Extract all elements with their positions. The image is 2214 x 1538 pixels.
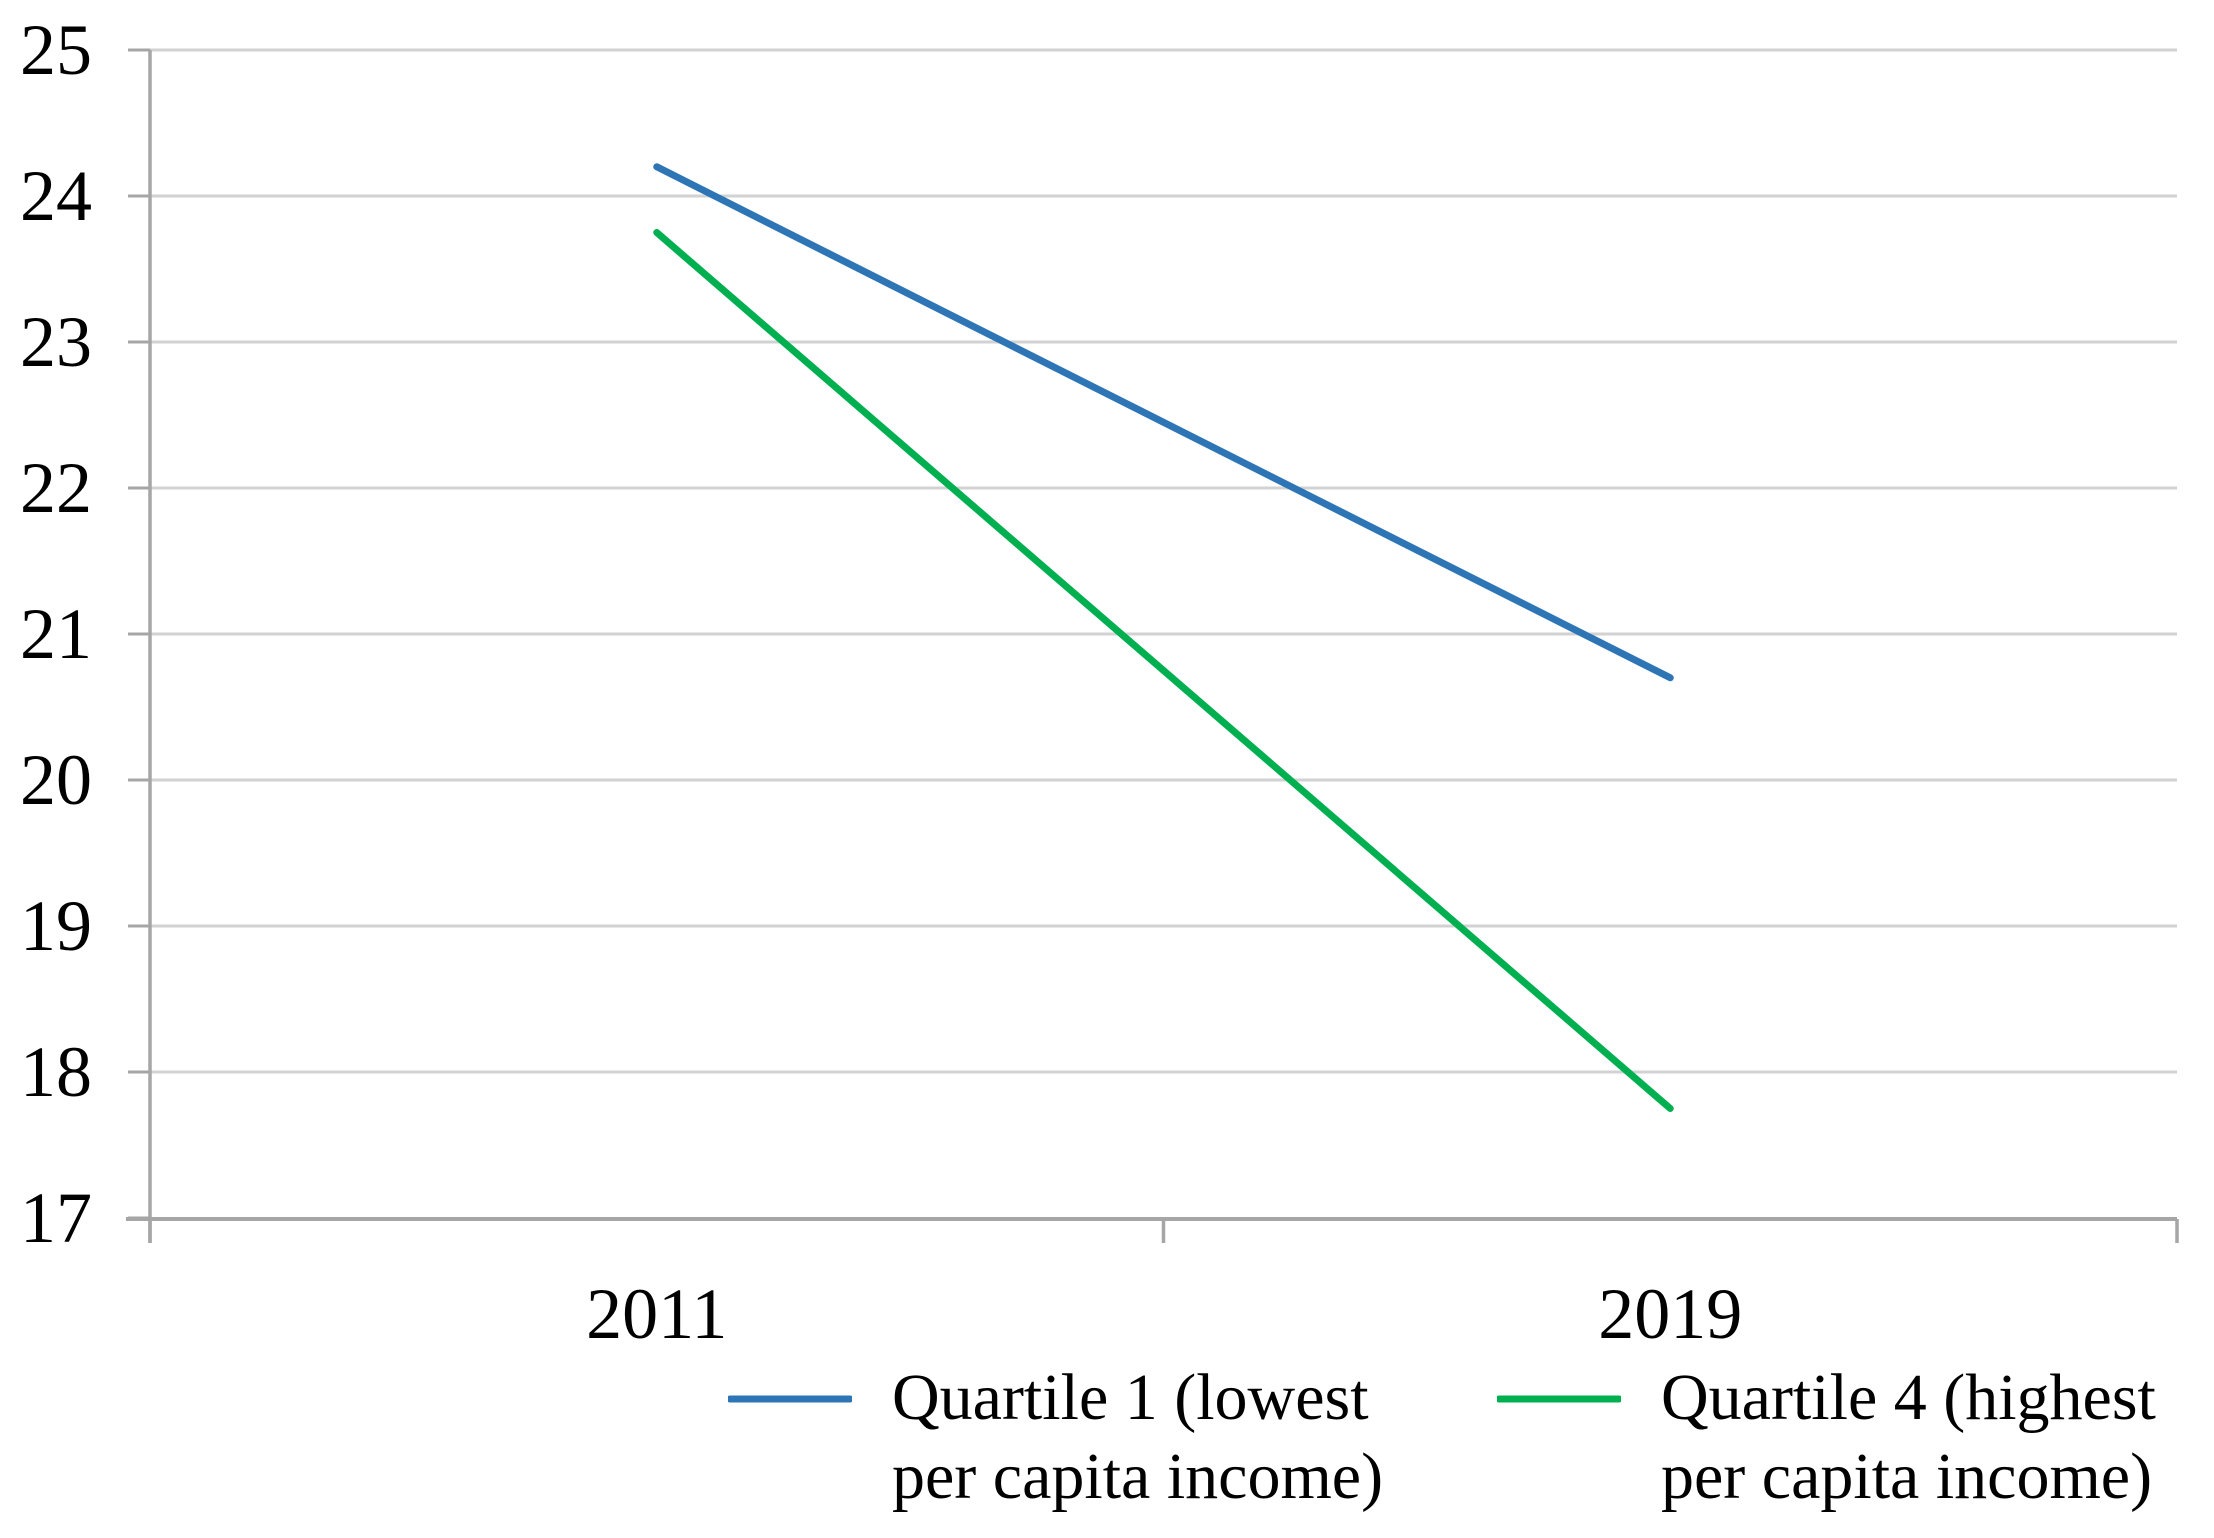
legend-swatch-quartile-4-icon — [1497, 1395, 1621, 1403]
y-axis-tick-label: 22 — [20, 448, 92, 528]
legend-label-line: per capita income) — [1661, 1440, 2153, 1513]
legend-label-line: per capita income) — [892, 1440, 1384, 1513]
y-axis-tick-label: 25 — [20, 10, 92, 90]
series-line-quartile-1 — [653, 163, 1674, 682]
x-axis-tick-label: 2011 — [586, 1274, 727, 1354]
legend-label-line: Quartile 1 (lowest — [892, 1361, 1369, 1434]
legend-item-quartile-1: Quartile 1 (lowest per capita income) — [728, 1358, 1383, 1516]
y-axis-tick-label: 20 — [20, 740, 92, 820]
y-axis-tick-label: 21 — [20, 594, 92, 674]
legend-label-quartile-4: Quartile 4 (highest per capita income) — [1661, 1358, 2156, 1516]
y-axis-tick-label: 23 — [20, 302, 92, 382]
y-axis-tick-label: 17 — [20, 1178, 92, 1258]
y-axis-tick-label: 24 — [20, 156, 92, 236]
series-line-quartile-4 — [653, 229, 1674, 1112]
legend-label-line: Quartile 4 (highest — [1661, 1361, 2156, 1434]
x-axis-tick-label: 2019 — [1598, 1274, 1742, 1354]
legend-label-quartile-1: Quartile 1 (lowest per capita income) — [892, 1358, 1383, 1516]
y-axis-tick-label: 19 — [20, 886, 92, 966]
legend-item-quartile-4: Quartile 4 (highest per capita income) — [1497, 1358, 2156, 1516]
legend-swatch-quartile-1-icon — [728, 1395, 852, 1403]
y-axis-tick-label: 18 — [20, 1032, 92, 1112]
